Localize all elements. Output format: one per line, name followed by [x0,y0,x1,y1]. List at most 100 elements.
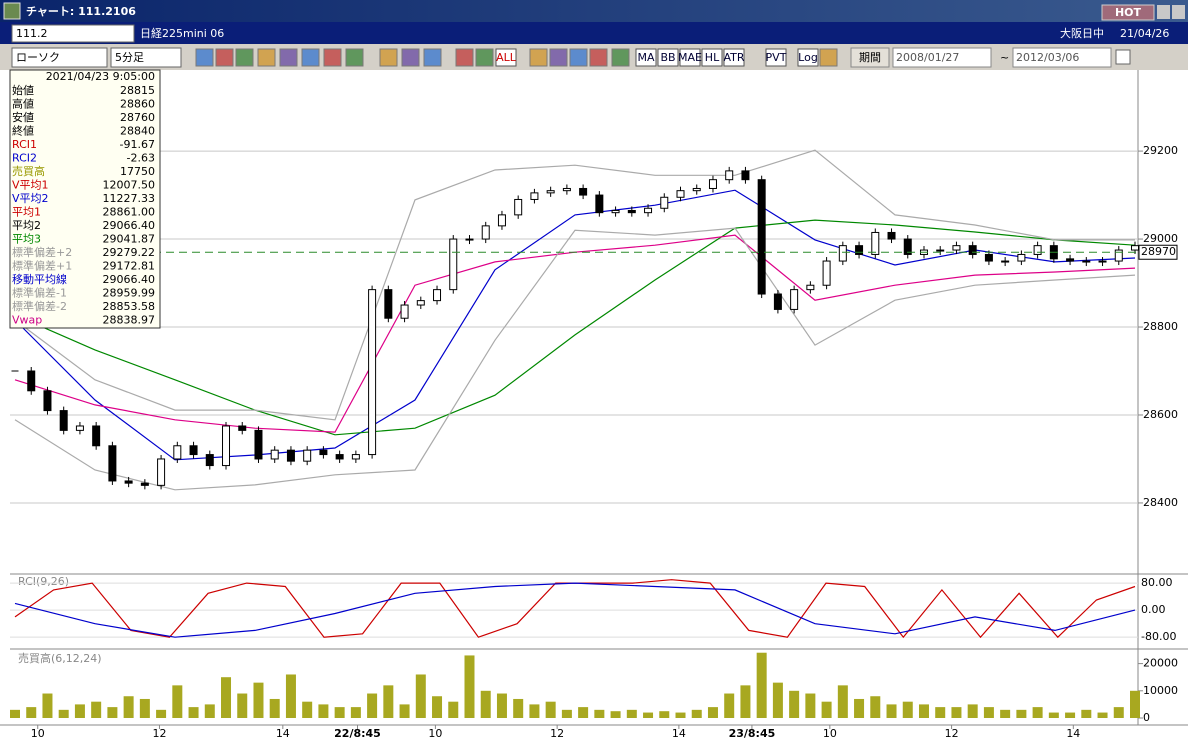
interval-dropdown[interactable] [110,47,182,68]
tool-icon[interactable] [529,48,548,67]
tool-icon[interactable] [279,48,298,67]
volume-bar [1048,712,1059,718]
tool-icon[interactable] [657,48,679,67]
info-value: 29172.81 [103,260,156,273]
panel-title: RCI(9,26) [18,575,69,588]
minimize-button[interactable] [1157,5,1170,19]
y-tick-label: 28600 [1143,408,1178,421]
tool-icon[interactable] [611,48,630,67]
y-tick-label: 20000 [1143,657,1178,670]
volume-bar [902,701,913,718]
tool-icon[interactable] [345,48,364,67]
tool-icon[interactable] [635,48,657,67]
info-value: 28840 [120,125,155,138]
to-date[interactable] [1012,47,1112,68]
candle [838,245,847,262]
market: 大阪日中 [1060,26,1104,40]
volume-bar [253,682,264,718]
close-button[interactable] [1172,5,1185,19]
volume-bar [983,707,994,718]
volume-bar [204,704,215,718]
tool-icon[interactable] [765,48,787,67]
info-label: 高値 [12,97,34,111]
tool-icon[interactable] [723,48,745,67]
tool-icon[interactable] [569,48,588,67]
tool-icon[interactable] [423,48,442,67]
tool-icon[interactable] [301,48,320,67]
tool-icon[interactable] [495,48,517,67]
volume-bar [610,711,621,718]
tool-icon[interactable] [195,48,214,67]
candle [1017,253,1026,262]
window-title: チャート: 111.2106 [26,5,136,18]
y-tick-label: 10000 [1143,684,1178,697]
volume-bar [594,709,605,718]
y-tick-label: 28400 [1143,496,1178,509]
volume-bar [302,701,313,718]
volume-bar [659,711,670,718]
tool-icon[interactable] [701,48,723,67]
volume-bar [383,685,394,718]
info-label: V平均1 [12,179,49,192]
volume-bar [724,693,735,718]
symbol-bar [0,22,1188,44]
code-dropdown[interactable] [11,24,135,43]
tool-icon[interactable] [679,48,701,67]
candle [1001,260,1010,263]
tool-icon[interactable] [475,48,494,67]
volume-bar [107,707,118,718]
tool-icon-label: MA [637,51,654,64]
tool-icon[interactable] [257,48,276,67]
volume-bar [837,685,848,718]
candle [449,238,458,291]
from-date[interactable] [892,47,992,68]
info-value: 29041.87 [103,233,156,246]
tool-icon[interactable] [215,48,234,67]
candle [59,410,68,431]
info-label: 終値 [12,124,34,138]
tool-icon[interactable] [549,48,568,67]
volume-bar [480,690,491,718]
x-tick-label: 12 [550,727,564,740]
candle [725,170,734,181]
info-label: 平均3 [12,233,41,246]
candle [335,454,344,460]
candle [465,238,474,241]
info-label: 安値 [12,110,34,124]
period-button[interactable] [850,47,890,68]
tilde: ~ [1000,51,1009,64]
tool-icon-label: HL [705,51,720,64]
last-price: 28970 [1141,245,1176,258]
hot-button[interactable] [1101,4,1155,21]
candle [822,260,831,286]
x-tick-label: 14 [276,727,290,740]
tool-icon[interactable] [589,48,608,67]
tool-icon[interactable] [235,48,254,67]
candle [351,454,360,460]
candle [319,449,328,456]
volume-bar [967,704,978,718]
hot-label: HOT [1115,6,1142,19]
volume-bar [886,704,897,718]
x-tick-label: 12 [152,727,166,740]
tool-icon[interactable] [797,48,819,67]
volume-bar [740,685,751,718]
candle [887,231,896,240]
y-tick-label: -80.00 [1141,630,1176,643]
y-tick-label: 0 [1143,711,1150,724]
volume-bar [1113,707,1124,718]
tool-icon[interactable] [819,48,838,67]
tool-icon[interactable] [379,48,398,67]
volume-bar [675,712,686,718]
tool-icon[interactable] [455,48,474,67]
checkbox[interactable] [1115,49,1131,65]
info-value: 29279.22 [103,246,156,259]
tool-icon[interactable] [401,48,420,67]
candle [595,194,604,214]
candle [903,238,912,255]
last-price-box [1138,244,1178,260]
tool-icon[interactable] [323,48,342,67]
info-value: 28838.97 [103,314,156,327]
kind-dropdown[interactable] [11,47,108,68]
